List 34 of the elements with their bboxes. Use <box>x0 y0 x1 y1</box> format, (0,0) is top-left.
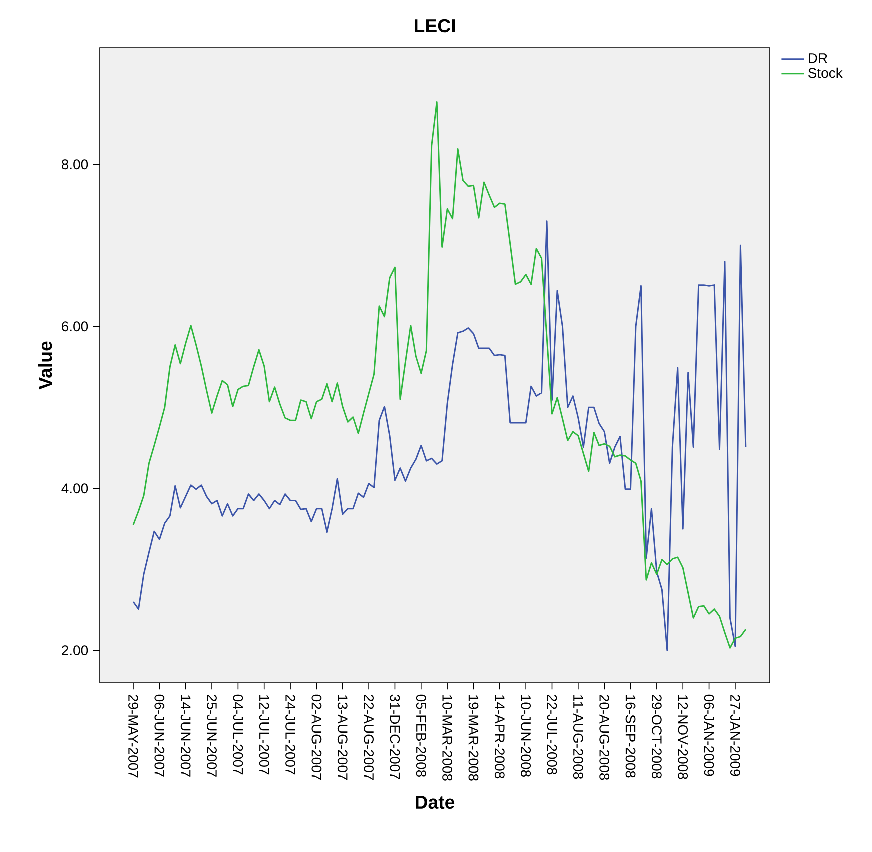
x-tick-label: 14-JUN-2007 <box>180 695 191 777</box>
y-axis-title: Value <box>38 342 52 390</box>
y-tick-label: 4.00 <box>62 484 88 494</box>
line-series <box>132 102 747 649</box>
x-tick-label: 19-MAR-2008 <box>468 695 479 781</box>
x-tick-label: 02-AUG-2007 <box>312 694 322 780</box>
y-tick-label: 2.00 <box>62 646 88 656</box>
x-tick-label: 04-JUL-2007 <box>233 694 244 775</box>
chart-title: LECI <box>414 19 456 33</box>
x-tick-label: 27-JAN-2009 <box>730 695 740 776</box>
legend-label: Stock <box>808 68 843 78</box>
x-tick-label: 10-JUN-2008 <box>521 695 532 777</box>
x-tick-label: 14-APR-2008 <box>494 695 505 779</box>
x-tick-label: 10-MAR-2008 <box>442 695 453 781</box>
x-tick-label: 29-MAY-2007 <box>128 695 138 778</box>
x-tick-label: 12-NOV-2008 <box>678 695 688 780</box>
x-tick-label: 20-AUG-2008 <box>600 695 610 780</box>
x-tick-label: 31-DEC-2007 <box>390 694 400 780</box>
x-tick-label: 16-SEP-2008 <box>626 695 636 778</box>
y-tick-label: 8.00 <box>62 160 88 170</box>
x-axis-title: Date <box>416 796 455 810</box>
x-tick-label: 12-JUL-2007 <box>259 695 270 775</box>
x-tick-label: 06-JAN-2009 <box>704 694 714 776</box>
x-tick-label: 22-AUG-2007 <box>364 695 374 780</box>
x-tick-label: 29-OCT-2008 <box>652 695 662 779</box>
x-tick-label: 25-JUN-2007 <box>207 695 217 777</box>
x-tick-label: 13-AUG-2007 <box>338 695 348 780</box>
x-tick-label: 22-JUL-2008 <box>547 695 558 775</box>
legend-label: DR <box>809 54 828 64</box>
x-tick-label: 06-JUN-2007 <box>154 694 165 777</box>
x-tick-label: 05-FEB-2008 <box>416 694 426 778</box>
x-tick-label: 24-JUL-2007 <box>286 695 296 775</box>
y-tick-label: 6.00 <box>62 322 88 332</box>
x-tick-label: 11-AUG-2008 <box>573 695 584 780</box>
